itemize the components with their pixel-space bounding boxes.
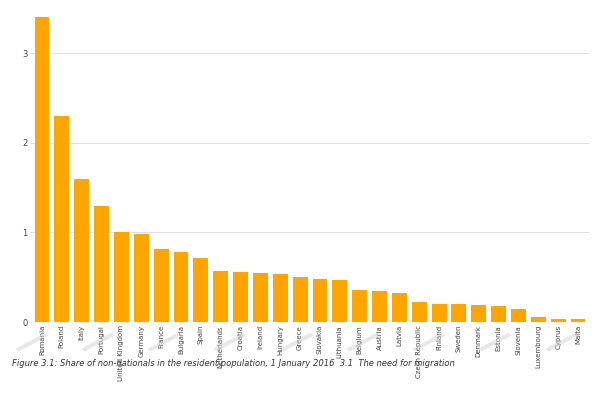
Bar: [332, 280, 347, 322]
Bar: [233, 272, 248, 322]
Bar: [511, 309, 526, 322]
Bar: [54, 116, 69, 322]
Bar: [412, 302, 427, 322]
Bar: [94, 206, 109, 322]
Bar: [432, 304, 447, 322]
Bar: [312, 279, 327, 322]
Bar: [213, 271, 228, 322]
Bar: [114, 233, 129, 322]
Bar: [491, 306, 506, 322]
Bar: [392, 294, 407, 322]
Text: /: /: [475, 324, 512, 361]
Bar: [551, 318, 566, 322]
Bar: [154, 249, 169, 322]
Text: /: /: [144, 324, 181, 361]
Text: /: /: [343, 324, 380, 361]
Bar: [34, 17, 49, 322]
Bar: [352, 290, 367, 322]
Bar: [531, 317, 546, 322]
Bar: [372, 291, 387, 322]
Text: /: /: [78, 324, 115, 361]
Bar: [193, 258, 208, 322]
Bar: [471, 305, 486, 322]
Bar: [253, 273, 268, 322]
Bar: [452, 304, 467, 322]
Bar: [273, 274, 288, 322]
Bar: [74, 179, 89, 322]
Bar: [293, 277, 308, 322]
Text: Figure 3.1: Share of non-nationals in the resident population, 1 January 2016  3: Figure 3.1: Share of non-nationals in th…: [12, 359, 455, 368]
Text: /: /: [409, 324, 446, 361]
Text: /: /: [541, 324, 579, 361]
Text: /: /: [11, 324, 49, 361]
Bar: [173, 252, 188, 322]
Text: /: /: [210, 324, 247, 361]
Bar: [134, 234, 149, 322]
Text: /: /: [276, 324, 314, 361]
Bar: [571, 319, 586, 322]
